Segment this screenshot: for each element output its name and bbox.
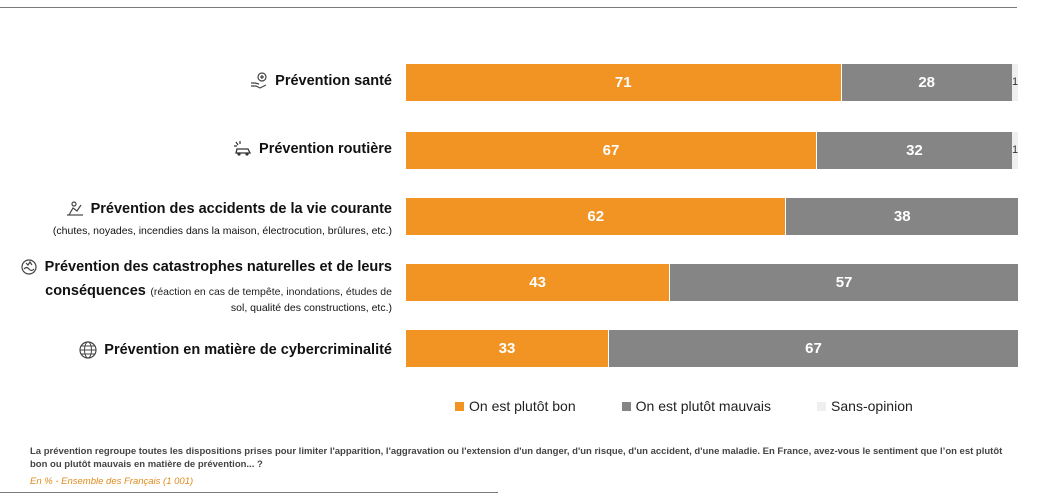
row-title: Prévention routière	[259, 141, 392, 157]
base-note: En % - Ensemble des Français (1 001)	[30, 476, 194, 487]
legend-label: Sans-opinion	[831, 398, 913, 414]
bar-none	[1011, 132, 1018, 169]
survey-question: La prévention regroupe toutes les dispos…	[30, 446, 1003, 470]
legend-item-none: Sans-opinion	[817, 398, 913, 414]
bar-none	[1011, 64, 1018, 101]
row-title-cont: conséquences	[45, 283, 146, 299]
bar-none-label: 1	[1012, 76, 1019, 88]
row-label-sante: Prévention santé	[249, 71, 392, 96]
legend-swatch-bad	[621, 401, 631, 411]
bar-good: 62	[406, 198, 786, 235]
car-crash-icon	[234, 141, 252, 156]
row-title: Prévention des accidents de la vie coura…	[90, 201, 392, 217]
legend-swatch-none	[817, 401, 827, 411]
bar-good: 33	[406, 330, 608, 367]
row-title: Prévention des catastrophes naturelles e…	[44, 259, 392, 275]
row-subtitle: (réaction en cas de tempête, inondations…	[150, 286, 392, 298]
natural-disaster-icon	[21, 259, 37, 275]
top-rule	[0, 7, 1017, 8]
globe-cyber-icon	[79, 341, 97, 359]
row-title: Prévention en matière de cybercriminalit…	[104, 342, 392, 358]
home-accident-icon	[66, 201, 83, 216]
legend-item-good: On est plutôt bon	[455, 398, 576, 414]
bar-bad: 57	[669, 264, 1018, 301]
row-label-routiere: Prévention routière	[233, 139, 392, 164]
row-subtitle: (chutes, noyades, incendies dans la mais…	[52, 225, 392, 237]
bar-good: 67	[406, 132, 817, 169]
bar-bad: 38	[785, 198, 1018, 235]
bottom-rule	[0, 492, 498, 493]
legend: On est plutôt bon On est plutôt mauvais …	[455, 397, 959, 415]
legend-item-bad: On est plutôt mauvais	[621, 398, 772, 414]
bar-bad: 67	[607, 330, 1018, 367]
bar-good: 71	[406, 64, 841, 101]
bar-none-label: 1	[1012, 144, 1019, 156]
legend-swatch-good	[455, 401, 464, 411]
row-label-cyber: Prévention en matière de cybercriminalit…	[78, 340, 392, 365]
row-title: Prévention santé	[275, 73, 392, 89]
row-label-vie-courante: Prévention des accidents de la vie coura…	[53, 199, 392, 238]
bar-bad: 32	[816, 132, 1012, 169]
legend-label: On est plutôt mauvais	[635, 398, 772, 414]
bar-good: 43	[406, 264, 670, 301]
row-label-catastrophes: Prévention des catastrophes naturelles e…	[19, 257, 392, 315]
bar-bad: 28	[840, 64, 1012, 101]
legend-label: On est plutôt bon	[469, 398, 576, 414]
row-subtitle-cont: sol, qualité des constructions, etc.)	[230, 302, 392, 314]
health-hand-icon	[251, 72, 267, 89]
